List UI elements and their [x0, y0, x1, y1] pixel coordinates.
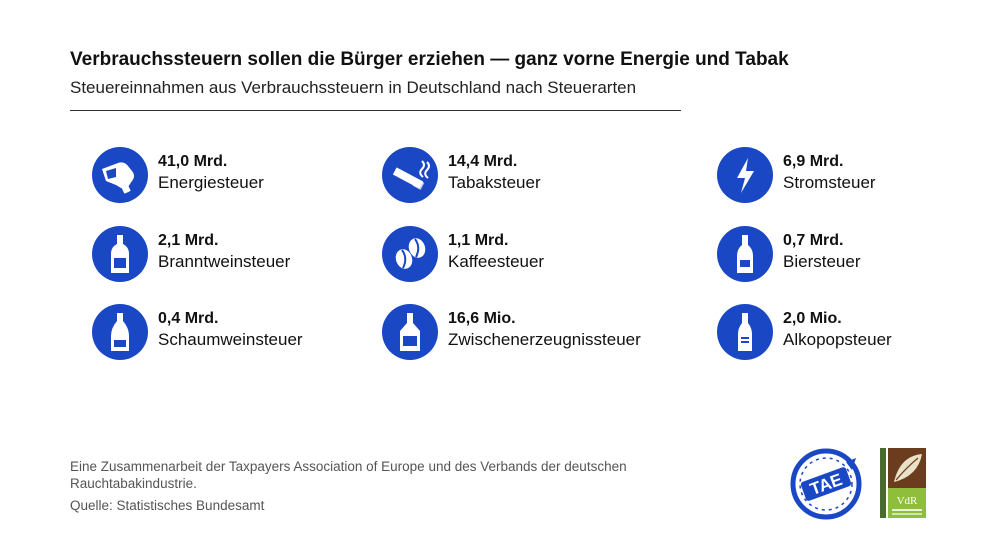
tax-item: 2,0 Mio. Alkopopsteuer — [717, 304, 1000, 364]
tax-value: 2,0 Mio. — [783, 310, 842, 327]
cigarette-icon — [382, 147, 438, 203]
tax-value: 16,6 Mio. — [448, 310, 516, 327]
tax-item: 0,4 Mrd. Schaumweinsteuer — [92, 304, 392, 364]
tax-value: 41,0 Mrd. — [158, 153, 228, 170]
tax-label: Biersteuer — [783, 252, 861, 271]
beer-bottle-icon — [717, 226, 773, 282]
tax-value: 14,4 Mrd. — [448, 153, 518, 170]
fuel-nozzle-icon — [92, 147, 148, 203]
tax-value: 2,1 Mrd. — [158, 232, 219, 249]
tax-value: 1,1 Mrd. — [448, 232, 509, 249]
tae-logo: TAE — [790, 448, 862, 520]
tax-item: 41,0 Mrd. Energiesteuer — [92, 147, 392, 207]
tax-label: Schaumweinsteuer — [158, 330, 303, 349]
footer-note: Eine Zusammenarbeit der Taxpayers Associ… — [70, 459, 627, 491]
tax-item: 16,6 Mio. Zwischenerzeugnissteuer — [382, 304, 682, 364]
vdr-logo-text: VdR — [897, 495, 918, 507]
tax-label: Kaffeesteuer — [448, 252, 545, 271]
tax-label: Branntweinsteuer — [158, 252, 291, 271]
page-title: Verbrauchssteuern sollen die Bürger erzi… — [70, 49, 789, 70]
spirits-bottle-icon — [92, 226, 148, 282]
tax-item: 6,9 Mrd. Stromsteuer — [717, 147, 1000, 207]
alcopop-bottle-icon — [717, 304, 773, 360]
tax-value: 0,7 Mrd. — [783, 232, 844, 249]
tax-label: Alkopopsteuer — [783, 330, 892, 349]
vdr-logo: VdR — [880, 448, 928, 520]
tax-value: 6,9 Mrd. — [783, 153, 844, 170]
tax-label: Zwischenerzeugnissteuer — [448, 330, 641, 349]
tax-item: 2,1 Mrd. Branntweinsteuer — [92, 226, 392, 286]
tax-item: 0,7 Mrd. Biersteuer — [717, 226, 1000, 286]
tax-value: 0,4 Mrd. — [158, 310, 219, 327]
tax-label: Stromsteuer — [783, 173, 876, 192]
footer-source: Quelle: Statistisches Bundesamt — [70, 498, 265, 513]
tax-item: 14,4 Mrd. Tabaksteuer — [382, 147, 682, 207]
sparkling-wine-bottle-icon — [92, 304, 148, 360]
tax-label: Tabaksteuer — [448, 173, 541, 192]
tax-label: Energiesteuer — [158, 173, 264, 192]
page-subtitle: Steuereinnahmen aus Verbrauchssteuern in… — [70, 78, 637, 97]
liqueur-bottle-icon — [382, 304, 438, 360]
title-divider — [70, 110, 681, 111]
coffee-beans-icon — [382, 226, 438, 282]
tax-item: 1,1 Mrd. Kaffeesteuer — [382, 226, 682, 286]
lightning-icon — [717, 147, 773, 203]
